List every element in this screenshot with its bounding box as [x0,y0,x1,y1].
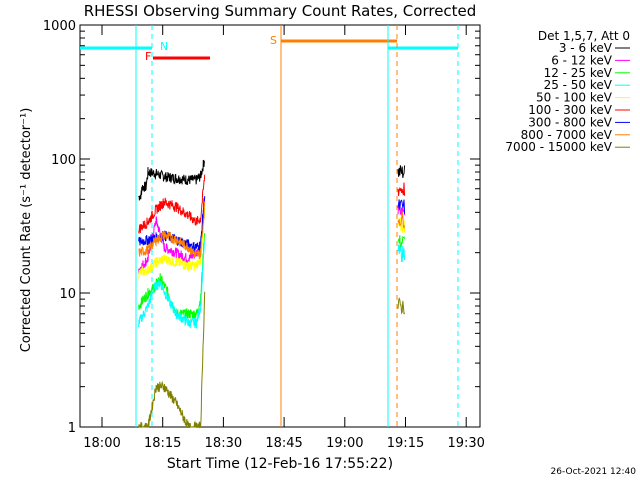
series-line [138,174,206,234]
y-tick-label: 1 [68,421,76,436]
legend-label: 3 - 6 keV [559,41,613,55]
y-axis-label: Corrected Count Rate (s⁻¹ detector⁻¹) [19,108,34,353]
legend-header: Det 1,5,7, Att 0 [538,29,630,43]
x-tick-label: 19:15 [387,436,424,451]
series-25-50-keV [138,240,406,329]
chart-title: RHESSI Observing Summary Count Rates, Co… [84,2,477,20]
legend-label: 800 - 7000 keV [521,128,613,142]
series-line-burst [397,199,406,214]
series-7000-15000-keV [138,291,406,429]
x-tick-label: 18:30 [205,436,242,451]
legend-label: 7000 - 15000 keV [505,140,612,154]
series-line [138,207,206,279]
x-axis-label: Start Time (12-Feb-16 17:55:22) [167,456,393,472]
series-line [138,159,206,201]
series-line-burst [397,165,406,178]
y-tick-label: 1000 [43,19,76,34]
x-tick-label: 19:30 [447,436,484,451]
x-tick-label: 18:15 [144,436,181,451]
x-tick-label: 18:45 [265,436,302,451]
y-tick-label: 10 [59,287,76,302]
legend-label: 12 - 25 keV [544,66,613,80]
x-tick-label: 18:00 [83,436,120,451]
series-line [138,240,206,329]
series-line-burst [397,244,406,262]
plot-frame [79,24,481,428]
flag-S-label: S [270,34,277,47]
series-line-burst [397,205,406,219]
series-100-300-keV [138,174,406,234]
flag-F-label: F [145,50,151,63]
series-3-6-keV [138,159,406,201]
legend-label: 50 - 100 keV [536,91,613,105]
series-12-25-keV [138,233,406,321]
legend-label: 300 - 800 keV [528,115,612,129]
series-line [138,291,206,429]
series-line-burst [397,182,406,196]
series-line-burst [397,297,406,315]
y-tick-label: 100 [51,153,76,168]
x-tick-label: 19:00 [326,436,363,451]
legend-label: 25 - 50 keV [544,78,613,92]
legend-label: 100 - 300 keV [528,103,612,117]
plot-area: 1 10 100 1000 18:00 18:15 18:30 18:45 19:00 19:15… [43,19,485,451]
series-800-7000-keV [138,200,406,259]
series-line-burst [397,235,406,250]
legend-label: 6 - 12 keV [551,53,613,67]
series-line [138,200,206,259]
series-line-burst [397,211,406,230]
flag-N-label: N [160,40,168,53]
timestamp: 26-Oct-2021 12:40 [551,467,637,477]
